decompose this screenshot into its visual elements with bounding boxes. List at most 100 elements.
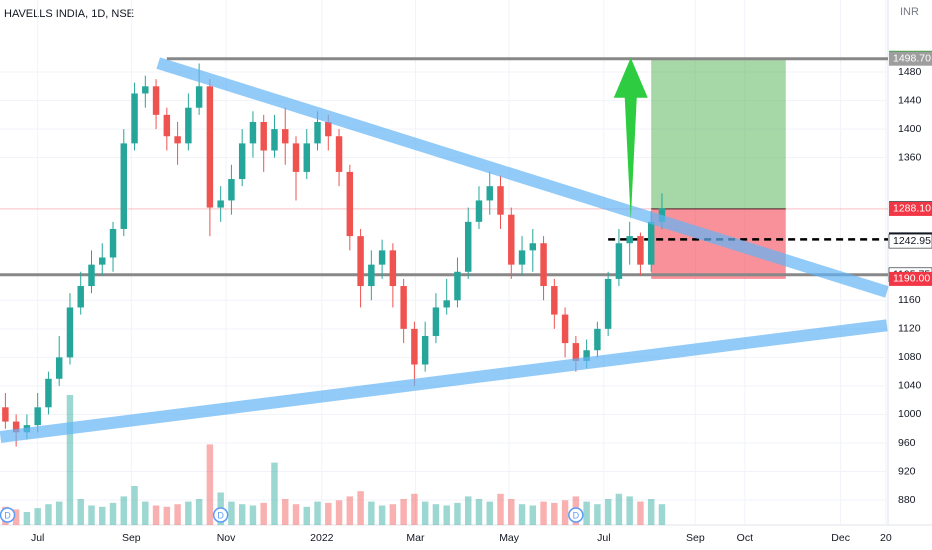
candle-body (206, 86, 214, 208)
candle-body (131, 93, 138, 144)
price-label: 1190.00 (893, 273, 930, 285)
candle-body (292, 143, 300, 172)
volume-bar (23, 512, 31, 525)
volume-bar (529, 505, 537, 525)
price-label: 1498.70 (893, 52, 931, 64)
volume-bar (454, 502, 461, 525)
candle-body (508, 214, 515, 265)
candle-body (303, 143, 310, 172)
event-marker (212, 507, 229, 523)
candle-body (185, 107, 192, 144)
y-tick-label: 960 (898, 437, 916, 449)
candle-body (335, 136, 343, 172)
volume-bar (303, 506, 310, 525)
volume-bar (325, 502, 332, 525)
candle-body (443, 300, 450, 308)
candle-body (346, 171, 354, 237)
candle-body (66, 307, 74, 358)
y-tick-label: 1360 (898, 151, 922, 163)
y-tick-label: 1120 (898, 323, 921, 335)
candle-body (163, 114, 171, 137)
volume-bar (464, 496, 472, 525)
volume-bar (475, 499, 483, 525)
candle-body (120, 143, 128, 229)
x-tick-label: Sep (122, 532, 141, 544)
candle-body (325, 121, 332, 137)
volume-bar (260, 502, 267, 525)
candle-body (421, 335, 429, 365)
event-label: D (4, 510, 11, 520)
volume-bar (647, 499, 655, 525)
volume-bar (615, 493, 623, 525)
y-tick-label: 1080 (898, 351, 922, 363)
volume-bar (238, 504, 246, 525)
price-label-box (888, 233, 932, 249)
candle-body (454, 271, 461, 301)
volume-bar (368, 501, 375, 525)
x-tick-label: 20 (880, 532, 892, 544)
candle-body (2, 407, 9, 422)
volume-bar (389, 504, 397, 525)
volume-bar (120, 496, 128, 525)
candle-body (260, 121, 267, 151)
volume-bar (486, 501, 493, 525)
candle-body (400, 286, 407, 329)
volume-bar (432, 504, 440, 525)
y-tick-label: 1400 (898, 123, 922, 135)
y-tick-label: 1440 (898, 94, 922, 106)
volume-bar (282, 499, 289, 525)
price-label: 1288.10 (893, 203, 931, 215)
price-label: 1242.95 (893, 235, 931, 247)
volume-bar (357, 491, 364, 525)
volume-bar (540, 501, 547, 525)
x-tick-label: Mar (406, 532, 425, 544)
y-tick-label: 920 (898, 465, 916, 477)
volume-bar (346, 496, 354, 525)
candle-body (378, 250, 386, 265)
candle-body (271, 129, 278, 151)
candle-body (195, 86, 203, 108)
candle-body (637, 236, 644, 265)
y-tick-label: 1000 (898, 408, 922, 420)
volume-bar (206, 444, 214, 525)
candle-body (238, 143, 246, 180)
candle-body (529, 243, 537, 251)
candle-body (282, 129, 289, 144)
candle-body (411, 328, 418, 365)
volume-bar (195, 499, 203, 525)
volume-bar (335, 500, 343, 525)
candle-body (540, 243, 547, 287)
candle-body (174, 136, 181, 144)
volume-bar (163, 506, 171, 525)
candle-body (109, 228, 117, 258)
volume-bar (443, 505, 450, 525)
volume-bar (228, 501, 235, 525)
profit-zone (651, 57, 786, 209)
candle-body (561, 314, 569, 344)
candle-body (594, 328, 601, 351)
y-axis-label: INR (900, 6, 919, 18)
x-tick-label: Jul (31, 532, 44, 544)
volume-bar (378, 505, 386, 525)
volume-bar (314, 501, 321, 525)
candle-body (357, 236, 364, 287)
x-tick-label: 2022 (310, 532, 334, 544)
volume-bar (604, 499, 612, 525)
volume-bar (99, 506, 106, 525)
candle-body (432, 307, 440, 336)
volume-bar (411, 493, 418, 525)
candle-body (88, 264, 95, 287)
candle-body (497, 186, 504, 215)
event-marker (568, 507, 584, 523)
volume-bar (185, 501, 192, 525)
event-label: D (573, 510, 580, 520)
volume-bar (583, 501, 590, 525)
x-tick-label: May (499, 532, 520, 544)
volume-bar (45, 504, 52, 525)
candle-body (626, 236, 633, 244)
volume-bar (271, 462, 278, 525)
candle-body (572, 343, 580, 361)
volume-bar (55, 501, 63, 525)
arrow (613, 57, 648, 221)
